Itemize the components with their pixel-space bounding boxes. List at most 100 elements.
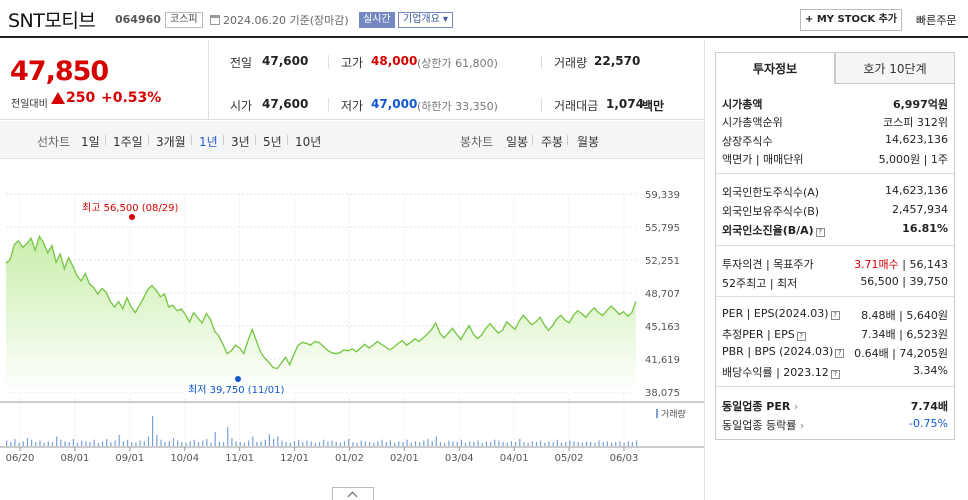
volume-bar [85, 441, 87, 446]
volume-bar [464, 442, 467, 446]
volume-bar [519, 438, 521, 446]
divider [541, 98, 542, 112]
volume-bar [189, 441, 191, 446]
tab-monthly-candle[interactable]: 월봉 [577, 135, 600, 149]
price-chart[interactable]: 59,339 55,795 52,251 48,707 45,163 41,619 38,0… [0, 160, 704, 487]
help-icon[interactable]: ? [830, 370, 840, 379]
divider [567, 135, 568, 145]
volume-bar [577, 442, 579, 446]
volume-bar [523, 442, 525, 446]
info-row-52week: 52주최고 | 최저 56,500 | 39,750 [722, 275, 948, 293]
industry-per-label[interactable]: 동일업종 PER › [722, 400, 799, 413]
price-panel: 47,850 전일대비 250 +0.53% 전일 47,600 고가 48,0… [0, 40, 704, 120]
info-row-opinion: 투자의견 | 목표주가 3.71매수 | 56,143 [722, 256, 948, 274]
tab-3m[interactable]: 3개월 [156, 135, 186, 149]
volume-bar [89, 442, 91, 446]
help-icon[interactable]: ? [830, 311, 840, 320]
calendar-icon [210, 15, 220, 25]
company-info-label: 기업개요 [403, 14, 440, 25]
info-row-foreign-ratio: 외국인소진율(B/A)? 16.81% [722, 222, 948, 240]
divider [541, 55, 542, 69]
tab-1d[interactable]: 1일 [81, 135, 100, 149]
volume-bar [590, 442, 592, 446]
volume-bar [268, 434, 270, 446]
price-line [5, 234, 637, 370]
change-rate: +0.53% [101, 90, 162, 106]
line-chart-label: 선차트 [37, 135, 71, 149]
plus-icon: + [804, 14, 814, 25]
foreign-hold-label: 외국인보유주식수(B) [722, 205, 820, 218]
divider [716, 245, 954, 246]
volume-bar [431, 441, 433, 446]
tab-investment-info[interactable]: 투자정보 [715, 52, 835, 84]
volume-bar [318, 442, 321, 446]
est-per-value: 7.34배 | 6,523원 [861, 328, 948, 341]
divider [255, 135, 256, 145]
volume-bar [414, 441, 417, 446]
volume-bar [490, 442, 492, 446]
volume-bar [560, 442, 563, 446]
prev-close-value: 47,600 [262, 54, 309, 68]
volume-bar [285, 442, 287, 446]
divider [105, 135, 106, 145]
company-info-button[interactable]: 기업개요 ▾ [398, 12, 454, 28]
y-tick-label: 45,163 [645, 322, 680, 333]
industry-rate-label[interactable]: 동일업종 등락률 › [722, 419, 805, 432]
tab-orderbook-10[interactable]: 호가 10단계 [835, 52, 955, 84]
tab-daily-candle[interactable]: 일봉 [506, 135, 529, 149]
volume-bar [214, 431, 216, 446]
volume-bar [147, 436, 150, 446]
volume-value: 22,570 [594, 54, 641, 68]
x-tick-label: 11/01 [225, 453, 254, 464]
volume-bar [206, 438, 208, 446]
collapse-chart-button[interactable] [332, 487, 374, 500]
x-tick-label: 06/03 [610, 453, 639, 464]
listed-shares-label: 상장주식수 [722, 135, 773, 148]
change-label: 전일대비 [11, 99, 48, 110]
divider [148, 135, 149, 145]
volume-bar [381, 439, 383, 446]
tab-weekly-candle[interactable]: 주봉 [541, 135, 564, 149]
company-name[interactable]: SNT모티브 [8, 10, 96, 32]
volume-bar [152, 416, 154, 446]
volume-bar [473, 442, 475, 446]
tab-5y[interactable]: 5년 [263, 135, 282, 149]
volume-bar [569, 440, 571, 446]
quick-order-button[interactable]: 빠른주문 [916, 14, 957, 27]
volume-bar [460, 439, 462, 446]
open-label: 시가 [230, 99, 253, 113]
volume-bar [594, 442, 596, 446]
volume-bar [527, 442, 529, 446]
y-tick-label: 41,619 [645, 355, 680, 366]
divider [287, 135, 288, 145]
high-label: 고가 [341, 56, 364, 70]
help-icon[interactable]: ? [796, 332, 806, 341]
prev-close-label: 전일 [230, 56, 253, 70]
market-cap-rank-label: 시가총액순위 [722, 116, 783, 129]
x-tick-label: 03/04 [445, 453, 474, 464]
volume-bar [177, 440, 179, 446]
volume-bar [131, 442, 133, 446]
volume-bar [122, 441, 124, 446]
tab-1w[interactable]: 1주일 [113, 135, 143, 149]
open-value: 47,600 [262, 97, 309, 111]
chevron-right-icon: › [793, 400, 799, 413]
tab-1y[interactable]: 1년 [199, 135, 218, 149]
volume-bar [419, 442, 421, 446]
volume-bar [369, 442, 371, 446]
amount-unit: 백만 [642, 99, 665, 113]
realtime-button[interactable]: 실시간 [359, 12, 395, 28]
tab-10y[interactable]: 10년 [295, 135, 322, 149]
volume-legend-swatch [656, 409, 658, 418]
volume-bar [172, 438, 175, 446]
help-icon[interactable]: ? [815, 228, 825, 237]
volume-bar [623, 442, 625, 446]
stock-header: SNT모티브 064960 코스피 2024.06.20 기준(장마감) 실시간… [0, 0, 968, 38]
add-mystock-button[interactable]: + MY STOCK 추가 [800, 9, 902, 31]
volume-bar [185, 442, 187, 446]
volume-bar [135, 442, 137, 446]
help-icon[interactable]: ? [835, 349, 845, 358]
volume-bar [164, 442, 166, 446]
volume-bar [51, 442, 54, 446]
tab-3y[interactable]: 3년 [231, 135, 250, 149]
